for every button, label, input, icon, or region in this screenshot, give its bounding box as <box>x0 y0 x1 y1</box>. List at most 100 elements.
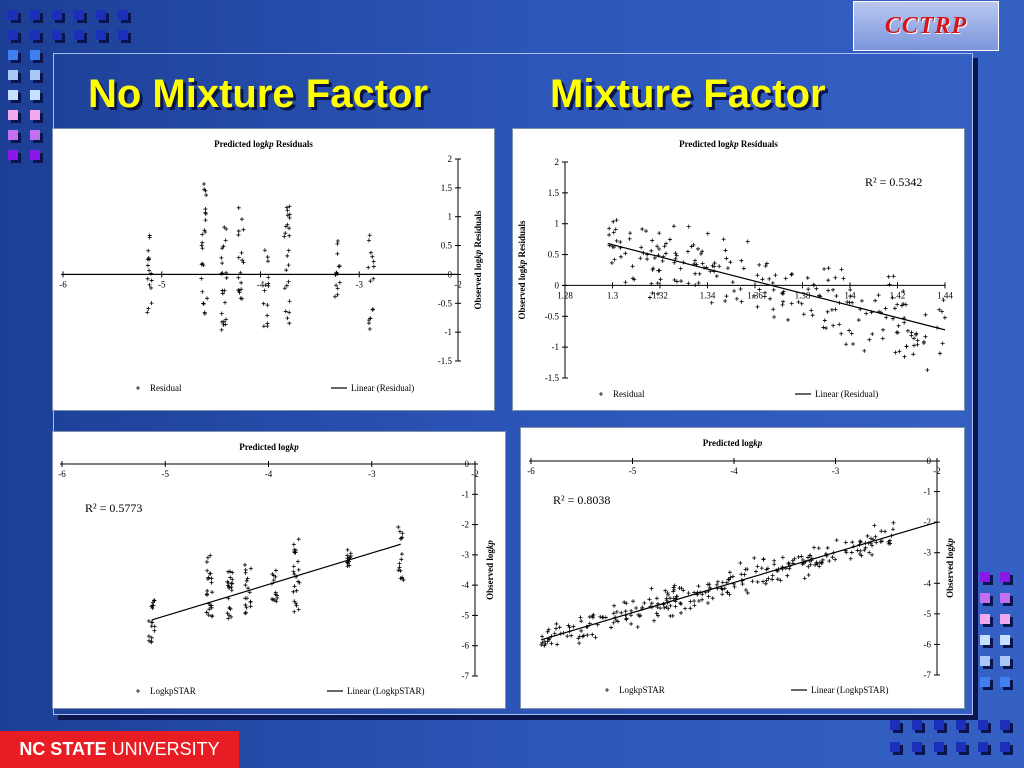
data-point <box>200 240 205 245</box>
data-point <box>219 255 224 260</box>
data-point <box>239 217 244 222</box>
data-point <box>149 624 154 629</box>
data-point <box>937 351 942 356</box>
data-point <box>663 588 668 593</box>
data-point <box>273 592 278 597</box>
data-point <box>145 276 150 281</box>
data-point <box>151 598 156 603</box>
data-point <box>914 331 919 336</box>
data-point <box>709 300 714 305</box>
decorative-square <box>980 593 993 606</box>
x-tick-label: -4 <box>257 279 265 289</box>
decorative-square <box>890 742 903 755</box>
data-point <box>208 553 213 558</box>
data-point <box>858 540 863 545</box>
chart-title: Predicted logkp <box>239 442 299 452</box>
data-point <box>222 300 227 305</box>
data-point <box>367 233 372 238</box>
data-point <box>208 603 213 608</box>
y-tick-label: -7 <box>462 671 470 681</box>
x-tick-label: -3 <box>356 279 364 289</box>
data-point <box>799 301 804 306</box>
data-point <box>647 295 652 300</box>
data-point <box>565 634 570 639</box>
data-point <box>720 580 725 585</box>
data-point <box>692 603 697 608</box>
data-point <box>149 301 154 306</box>
decorative-square <box>30 150 43 163</box>
data-point <box>674 594 679 599</box>
data-point <box>937 307 942 312</box>
data-point <box>864 311 869 316</box>
data-point <box>219 320 224 325</box>
data-point <box>578 615 583 620</box>
data-point <box>720 592 725 597</box>
legend-label: Linear (LogkpSTAR) <box>811 685 889 695</box>
data-point <box>614 238 619 243</box>
data-point <box>292 572 297 577</box>
data-point <box>678 601 683 606</box>
y-tick-label: 1.5 <box>548 188 560 198</box>
data-point <box>786 560 791 565</box>
data-point <box>814 560 819 565</box>
data-point <box>284 283 289 288</box>
data-point <box>145 310 150 315</box>
data-point <box>649 601 654 606</box>
data-point <box>650 238 655 243</box>
data-point <box>688 606 693 611</box>
data-point <box>146 634 151 639</box>
data-point <box>679 279 684 284</box>
data-point <box>222 225 227 230</box>
data-point <box>210 590 215 595</box>
decorative-square <box>980 656 993 669</box>
data-point <box>671 585 676 590</box>
data-point <box>813 562 818 567</box>
data-point <box>789 271 794 276</box>
data-point <box>753 569 758 574</box>
data-point <box>656 613 661 618</box>
data-point <box>712 261 717 266</box>
data-point <box>206 575 211 580</box>
data-point <box>834 538 839 543</box>
data-point <box>282 286 287 291</box>
data-point <box>870 552 875 557</box>
data-point <box>649 586 654 591</box>
data-point <box>285 316 290 321</box>
data-point <box>221 322 226 327</box>
y-tick-label: -3 <box>462 550 470 560</box>
data-point <box>785 573 790 578</box>
data-point <box>348 551 353 556</box>
legend-label: Residual <box>613 389 645 399</box>
data-point <box>848 294 853 299</box>
x-tick-label: -5 <box>629 466 637 476</box>
data-point <box>150 620 155 625</box>
data-point <box>273 568 278 573</box>
data-point <box>725 266 730 271</box>
data-point <box>723 299 728 304</box>
legend-label: Linear (LogkpSTAR) <box>347 686 425 696</box>
data-point <box>717 264 722 269</box>
data-point <box>727 592 732 597</box>
data-point <box>150 606 155 611</box>
data-point <box>632 277 637 282</box>
data-point <box>371 259 376 264</box>
decorative-square <box>118 30 131 43</box>
data-point <box>371 264 376 269</box>
data-point <box>287 321 292 326</box>
data-point <box>228 575 233 580</box>
data-point <box>239 250 244 255</box>
y-tick-label: -1.5 <box>545 373 560 383</box>
data-point <box>940 341 945 346</box>
data-point <box>826 278 831 283</box>
data-point <box>629 613 634 618</box>
data-point <box>655 244 660 249</box>
data-point <box>200 289 205 294</box>
y-tick-label: -0.5 <box>545 311 560 321</box>
decorative-square <box>1000 677 1013 690</box>
chart-residuals-mixture: Predicted logkp Residuals 1.28 1.3 1.32 1.34… <box>512 128 965 411</box>
legend-marker <box>136 689 140 693</box>
data-point <box>868 536 873 541</box>
data-point <box>146 618 151 623</box>
data-point <box>285 208 290 213</box>
x-tick-label: -3 <box>368 469 376 479</box>
